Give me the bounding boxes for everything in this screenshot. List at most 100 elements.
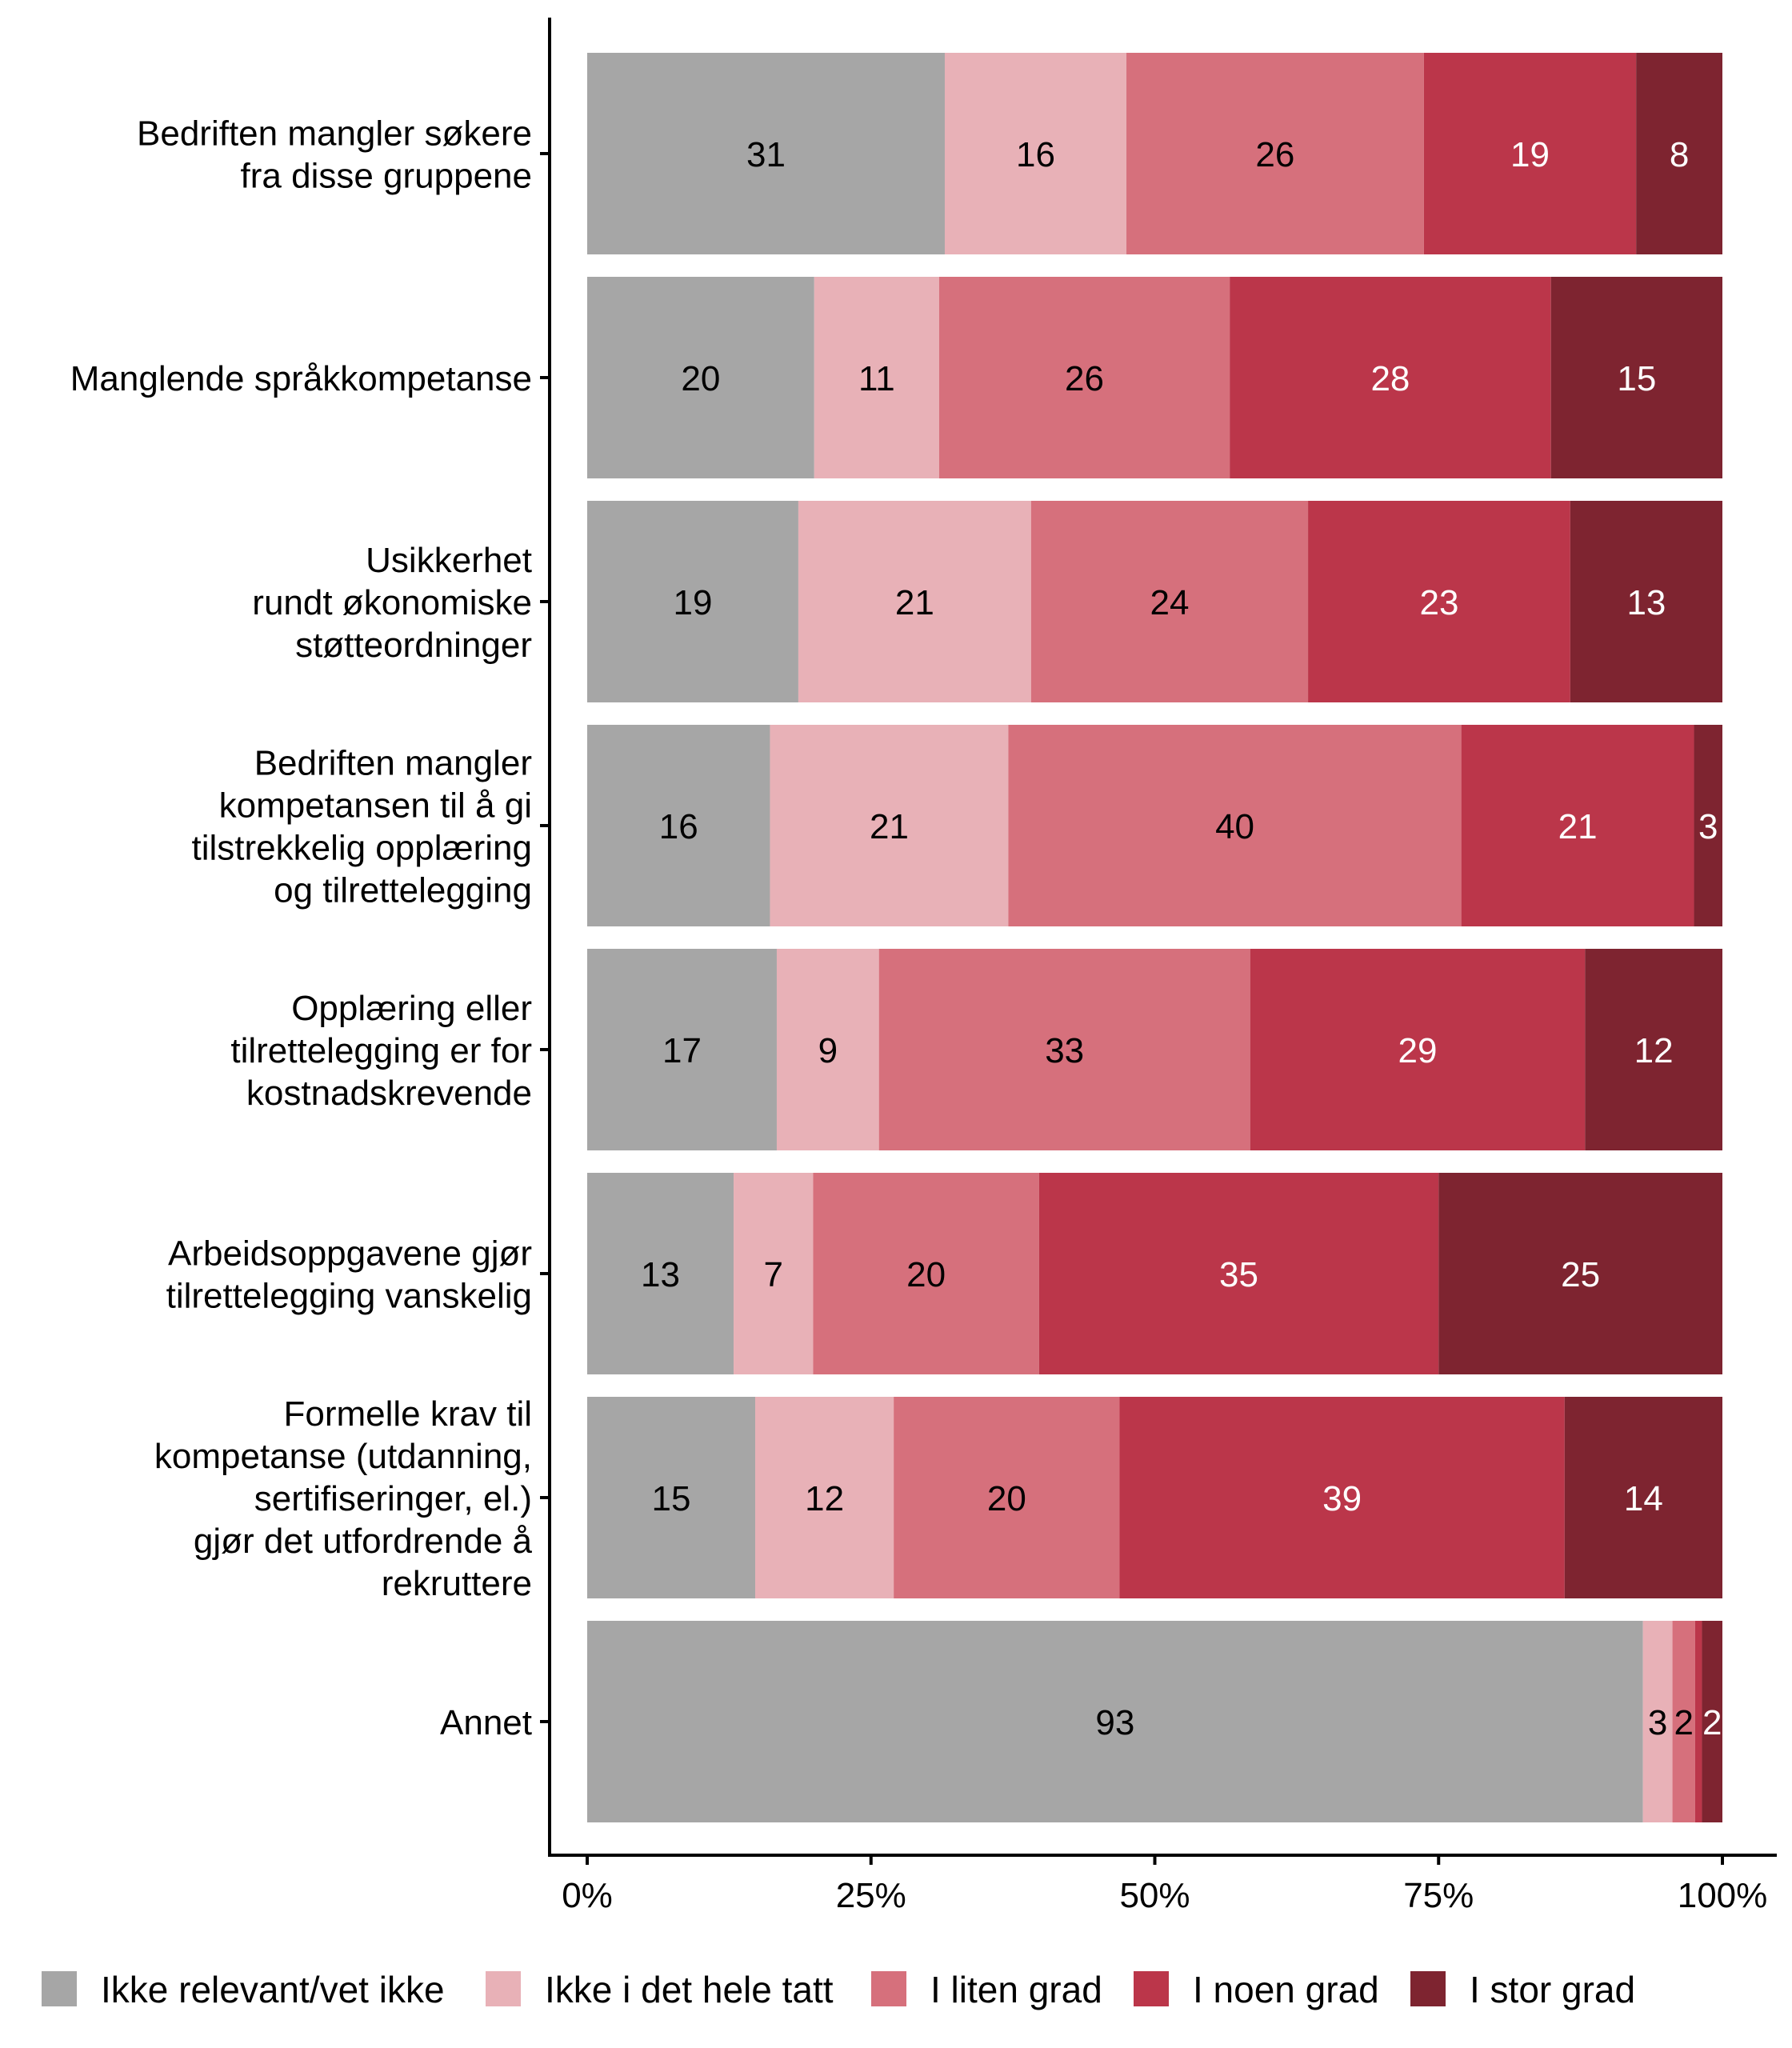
x-axis-tick-label: 0%	[562, 1876, 613, 1915]
bar-segment	[1308, 501, 1570, 702]
data-label: 12	[1634, 1031, 1674, 1070]
legend-label: I stor grad	[1470, 1969, 1635, 2010]
data-label: 17	[662, 1031, 702, 1070]
legend-swatch	[1134, 1971, 1169, 2006]
bar-segment	[770, 725, 1009, 926]
legend-label: Ikke relevant/vet ikke	[101, 1969, 445, 2010]
legend-item: I stor grad	[1410, 1969, 1635, 2010]
bar-segment	[1438, 1173, 1722, 1374]
bar-segment	[1461, 725, 1694, 926]
bar-segment	[1636, 53, 1722, 254]
data-label: 11	[858, 359, 895, 398]
bar-segment	[587, 949, 777, 1150]
bar-segment	[1250, 949, 1586, 1150]
bar-segment	[1126, 53, 1424, 254]
legend-item: I liten grad	[871, 1969, 1102, 2010]
bar-segment	[1672, 1621, 1695, 1822]
data-label: 8	[1670, 135, 1689, 174]
bar-segment	[587, 501, 798, 702]
y-axis-labels: Bedriften mangler søkere fra disse gruppe…	[70, 114, 550, 1742]
data-label: 2	[1674, 1703, 1694, 1742]
data-label: 21	[1558, 807, 1598, 846]
data-label: 3	[1698, 807, 1718, 846]
data-label: 19	[673, 583, 712, 622]
data-label: 16	[659, 807, 698, 846]
y-axis-category-label: Bedriften mangler søkere fra disse gruppe…	[137, 114, 532, 196]
bar-segment	[1642, 1621, 1673, 1822]
data-label: 15	[652, 1479, 691, 1518]
data-label: 14	[1624, 1479, 1663, 1518]
legend-item: Ikke relevant/vet ikke	[42, 1969, 445, 2010]
axes	[548, 18, 1777, 1857]
bar-row: 31 16 26 19 8	[587, 53, 1722, 254]
bar-row: 16 21 40 21 3	[587, 725, 1722, 926]
legend-label: Ikke i det hele tatt	[545, 1969, 834, 2010]
bar-segment	[1230, 277, 1551, 478]
bar-segment	[587, 1173, 734, 1374]
data-label: 16	[1016, 135, 1055, 174]
data-label: 20	[987, 1479, 1026, 1518]
y-axis-category-label: Usikkerhet rundt økonomiske støtteordninge…	[252, 541, 532, 665]
legend-swatch	[871, 1971, 906, 2006]
data-label: 26	[1065, 359, 1104, 398]
legend-swatch	[1410, 1971, 1446, 2006]
data-label: 13	[1626, 583, 1666, 622]
data-label: 25	[1561, 1255, 1600, 1294]
data-label: 2	[1702, 1703, 1722, 1742]
bar-segment	[734, 1173, 814, 1374]
bar-row: 15 12 20 39 14	[587, 1397, 1722, 1598]
data-label: 23	[1419, 583, 1458, 622]
bar-segment	[1702, 1621, 1722, 1822]
data-label: 12	[805, 1479, 844, 1518]
legend-swatch	[42, 1971, 77, 2006]
bar-segment	[776, 949, 879, 1150]
x-axis-tick-label: 75%	[1403, 1876, 1474, 1915]
bar-segment	[1694, 1621, 1702, 1822]
legend-swatch	[486, 1971, 521, 2006]
x-axis-tick-label: 50%	[1119, 1876, 1190, 1915]
bar-row: 93 3 2 2	[587, 1621, 1722, 1822]
x-axis-tick-label: 25%	[836, 1876, 906, 1915]
bar-segment	[1008, 725, 1462, 926]
data-label: 31	[746, 135, 786, 174]
data-label: 19	[1510, 135, 1550, 174]
bar-segment	[587, 725, 770, 926]
bar-segment	[587, 277, 814, 478]
bar-segment	[814, 277, 939, 478]
bar-segment	[587, 1397, 756, 1598]
y-axis-category-label: Formelle krav til kompetanse (utdanning, s…	[154, 1394, 533, 1603]
data-label: 39	[1322, 1479, 1362, 1518]
bar-segment	[1423, 53, 1637, 254]
bar-row: 19 21 24 23 13	[587, 501, 1722, 702]
data-label: 3	[1648, 1703, 1667, 1742]
data-label: 20	[681, 359, 720, 398]
y-axis-category-label: Opplæring eller tilrettelegging er for kos…	[230, 989, 532, 1113]
bar-segment	[894, 1397, 1120, 1598]
bar-segment	[1694, 725, 1722, 926]
y-axis-category-label: Bedriften mangler kompetansen til å gi til…	[191, 744, 532, 910]
bar-segment	[1550, 277, 1722, 478]
bar-segment	[813, 1173, 1039, 1374]
data-label: 7	[763, 1255, 782, 1294]
data-label: 13	[641, 1255, 680, 1294]
bar-segment	[938, 277, 1230, 478]
legend-label: I liten grad	[930, 1969, 1102, 2010]
bar-segment	[1570, 501, 1722, 702]
y-axis-category-label: Arbeidsoppgavene gjør tilrettelegging van…	[166, 1234, 532, 1316]
data-label: 35	[1219, 1255, 1258, 1294]
bar-row: 17 9 33 29 12	[587, 949, 1722, 1150]
data-label: 93	[1095, 1703, 1134, 1742]
legend: Ikke relevant/vet ikke Ikke i det hele ta…	[42, 1969, 1635, 2010]
y-axis-category-label: Annet	[440, 1703, 532, 1742]
x-axis-tick-label: 100%	[1678, 1876, 1768, 1915]
legend-item: I noen grad	[1134, 1969, 1379, 2010]
bar-segment	[587, 1621, 1643, 1822]
legend-label: I noen grad	[1193, 1969, 1379, 2010]
data-label: 15	[1617, 359, 1656, 398]
bar-segment	[1030, 501, 1309, 702]
bar-segment	[1585, 949, 1722, 1150]
data-label: 9	[818, 1031, 838, 1070]
data-label: 21	[895, 583, 934, 622]
data-label: 28	[1370, 359, 1410, 398]
